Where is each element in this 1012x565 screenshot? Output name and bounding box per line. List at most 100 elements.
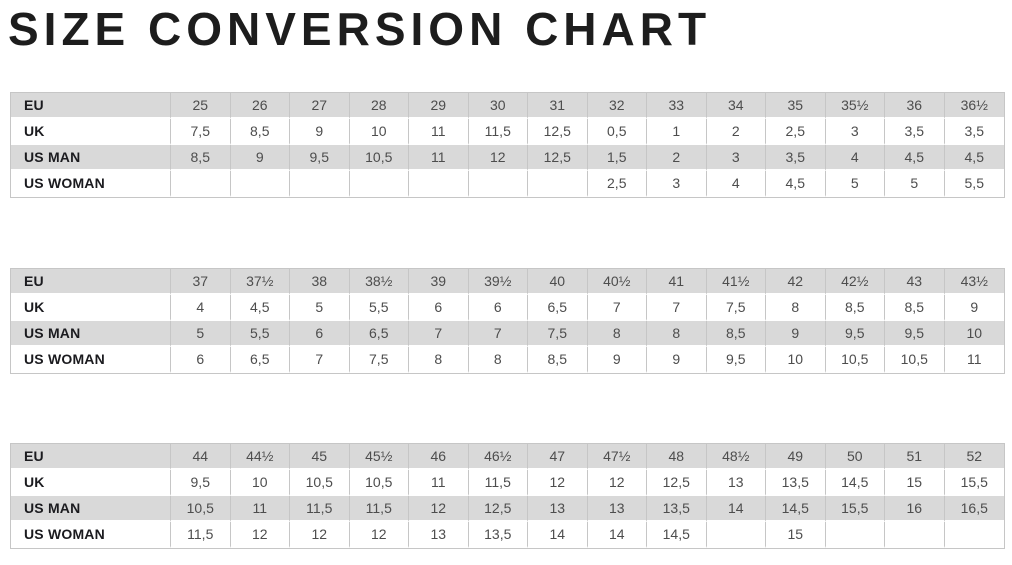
size-cell: 16,5 (944, 496, 1004, 522)
size-cell: 6,5 (349, 321, 409, 347)
size-cell: 2,5 (766, 119, 826, 145)
table-row: EU 44 44½ 45 45½ 46 46½ 47 47½ 48 48½ 49 50 51 52 (11, 444, 1004, 470)
size-cell: 7,5 (706, 295, 766, 321)
size-cell: 5,5 (944, 171, 1004, 197)
row-label: US WOMAN (11, 347, 171, 373)
size-cell: 10,5 (349, 470, 409, 496)
size-cell: 12 (230, 522, 290, 548)
size-cell: 12,5 (528, 119, 588, 145)
size-cell: 7 (587, 295, 647, 321)
size-cell: 3,5 (885, 119, 945, 145)
size-cell: 11 (409, 470, 469, 496)
size-cell: 10,5 (825, 347, 885, 373)
size-cell: 4,5 (944, 145, 1004, 171)
size-cell: 7 (468, 321, 528, 347)
size-cell: 10,5 (290, 470, 350, 496)
size-cell (290, 171, 350, 197)
size-cell: 15 (885, 470, 945, 496)
size-cell: 28 (349, 93, 409, 119)
size-cell: 14 (587, 522, 647, 548)
size-cell: 10 (766, 347, 826, 373)
size-cell: 4,5 (230, 295, 290, 321)
size-cell (349, 171, 409, 197)
size-cell: 38½ (349, 269, 409, 295)
size-cell: 48 (647, 444, 707, 470)
size-cell: 16 (885, 496, 945, 522)
size-cell: 7 (290, 347, 350, 373)
size-cell: 35½ (825, 93, 885, 119)
size-cell (885, 522, 945, 548)
table-row: US MAN 8,5 9 9,5 10,5 11 12 12,5 1,5 2 3 3,5 4 4,5 4,5 (11, 145, 1004, 171)
size-cell: 5 (825, 171, 885, 197)
size-cell: 10 (944, 321, 1004, 347)
size-cell: 7,5 (349, 347, 409, 373)
table-row: US MAN 5 5,5 6 6,5 7 7 7,5 8 8 8,5 9 9,5 9,5 10 (11, 321, 1004, 347)
conversion-table-1: EU 25 26 27 28 29 30 31 32 33 34 35 35½ 36 36½ UK 7,5 8,5… (10, 92, 1005, 198)
row-label: EU (11, 269, 171, 295)
conversion-table-3: EU 44 44½ 45 45½ 46 46½ 47 47½ 48 48½ 49 50 51 52 UK 9,5… (10, 443, 1005, 549)
size-cell: 45½ (349, 444, 409, 470)
size-cell: 6 (409, 295, 469, 321)
table-row: EU 25 26 27 28 29 30 31 32 33 34 35 35½ 36 36½ (11, 93, 1004, 119)
size-cell: 8,5 (230, 119, 290, 145)
size-cell: 0,5 (587, 119, 647, 145)
size-cell: 8,5 (171, 145, 231, 171)
size-cell: 4 (171, 295, 231, 321)
size-cell: 6,5 (230, 347, 290, 373)
size-cell: 36½ (944, 93, 1004, 119)
size-cell: 10,5 (349, 145, 409, 171)
size-cell: 30 (468, 93, 528, 119)
row-label: US WOMAN (11, 522, 171, 548)
table-row: UK 7,5 8,5 9 10 11 11,5 12,5 0,5 1 2 2,5 3 3,5 3,5 (11, 119, 1004, 145)
size-cell: 5 (885, 171, 945, 197)
size-cell: 32 (587, 93, 647, 119)
size-cell: 11,5 (468, 119, 528, 145)
size-cell: 10,5 (171, 496, 231, 522)
size-cell: 44½ (230, 444, 290, 470)
size-cell: 12,5 (468, 496, 528, 522)
size-cell: 8 (766, 295, 826, 321)
size-cell: 43 (885, 269, 945, 295)
size-cell: 31 (528, 93, 588, 119)
size-cell: 13,5 (647, 496, 707, 522)
size-cell: 5 (290, 295, 350, 321)
size-cell: 9,5 (885, 321, 945, 347)
size-cell: 27 (290, 93, 350, 119)
size-cell: 8,5 (885, 295, 945, 321)
size-cell: 4 (825, 145, 885, 171)
size-cell: 9,5 (706, 347, 766, 373)
conversion-table-2: EU 37 37½ 38 38½ 39 39½ 40 40½ 41 41½ 42 42½ 43 43½ UK 4… (10, 268, 1005, 374)
size-cell: 9 (587, 347, 647, 373)
size-cell (409, 171, 469, 197)
size-cell: 15,5 (944, 470, 1004, 496)
table-row: UK 4 4,5 5 5,5 6 6 6,5 7 7 7,5 8 8,5 8,5 9 (11, 295, 1004, 321)
size-cell: 1,5 (587, 145, 647, 171)
table-row: US WOMAN 2,5 3 4 4,5 5 5 5,5 (11, 171, 1004, 197)
size-cell: 39 (409, 269, 469, 295)
size-cell: 13,5 (766, 470, 826, 496)
size-cell (468, 171, 528, 197)
size-cell: 40½ (587, 269, 647, 295)
size-cell: 7,5 (171, 119, 231, 145)
size-cell: 11 (409, 145, 469, 171)
size-cell (944, 522, 1004, 548)
size-cell: 47 (528, 444, 588, 470)
size-cell: 2 (647, 145, 707, 171)
row-label: US MAN (11, 496, 171, 522)
size-cell: 12,5 (647, 470, 707, 496)
size-cell: 11 (230, 496, 290, 522)
size-cell: 42½ (825, 269, 885, 295)
size-cell: 5,5 (230, 321, 290, 347)
row-label: UK (11, 119, 171, 145)
size-cell: 3 (706, 145, 766, 171)
size-cell: 11 (944, 347, 1004, 373)
size-cell: 11,5 (290, 496, 350, 522)
size-cell: 9,5 (290, 145, 350, 171)
size-cell: 13,5 (468, 522, 528, 548)
size-cell (706, 522, 766, 548)
size-cell: 8 (409, 347, 469, 373)
conversion-tables-section: EU 25 26 27 28 29 30 31 32 33 34 35 35½ 36 36½ UK 7,5 8,5… (10, 92, 1012, 549)
row-label: UK (11, 295, 171, 321)
size-cell: 43½ (944, 269, 1004, 295)
size-cell: 6 (468, 295, 528, 321)
